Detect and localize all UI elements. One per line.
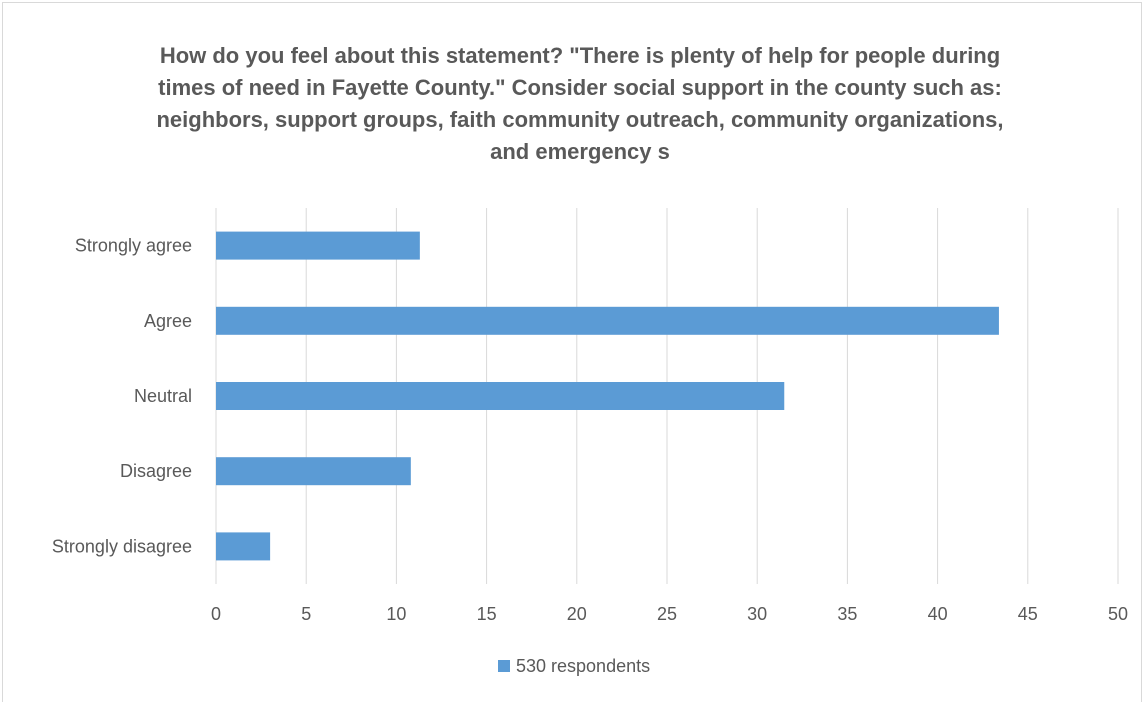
x-tick-label: 5	[301, 604, 311, 624]
x-tick-label: 35	[837, 604, 857, 624]
x-tick-label: 15	[477, 604, 497, 624]
bars	[216, 231, 999, 561]
category-label: Strongly agree	[75, 236, 192, 256]
x-tick-labels: 0 5 10 15 20 25 30 35 40 45 50	[211, 604, 1128, 624]
x-tick-label: 10	[386, 604, 406, 624]
category-label: Strongly disagree	[52, 536, 192, 556]
bar	[216, 231, 420, 260]
x-tick-label: 30	[747, 604, 767, 624]
bar	[216, 306, 999, 335]
category-label: Agree	[144, 311, 192, 331]
x-tick-label: 50	[1108, 604, 1128, 624]
legend: 530 respondents	[498, 656, 650, 676]
legend-swatch	[498, 660, 510, 672]
x-tick-label: 25	[657, 604, 677, 624]
bar	[216, 457, 411, 486]
x-tick-label: 40	[928, 604, 948, 624]
x-tick-label: 20	[567, 604, 587, 624]
bar	[216, 532, 271, 561]
category-label: Disagree	[120, 461, 192, 481]
category-label: Neutral	[134, 386, 192, 406]
bar	[216, 382, 785, 410]
chart-title: How do you feel about this statement? "T…	[156, 43, 1004, 164]
x-tick-label: 45	[1018, 604, 1038, 624]
legend-label: 530 respondents	[516, 656, 650, 676]
category-labels: Strongly agree Agree Neutral Disagree Strong…	[52, 236, 192, 557]
x-tick-label: 0	[211, 604, 221, 624]
